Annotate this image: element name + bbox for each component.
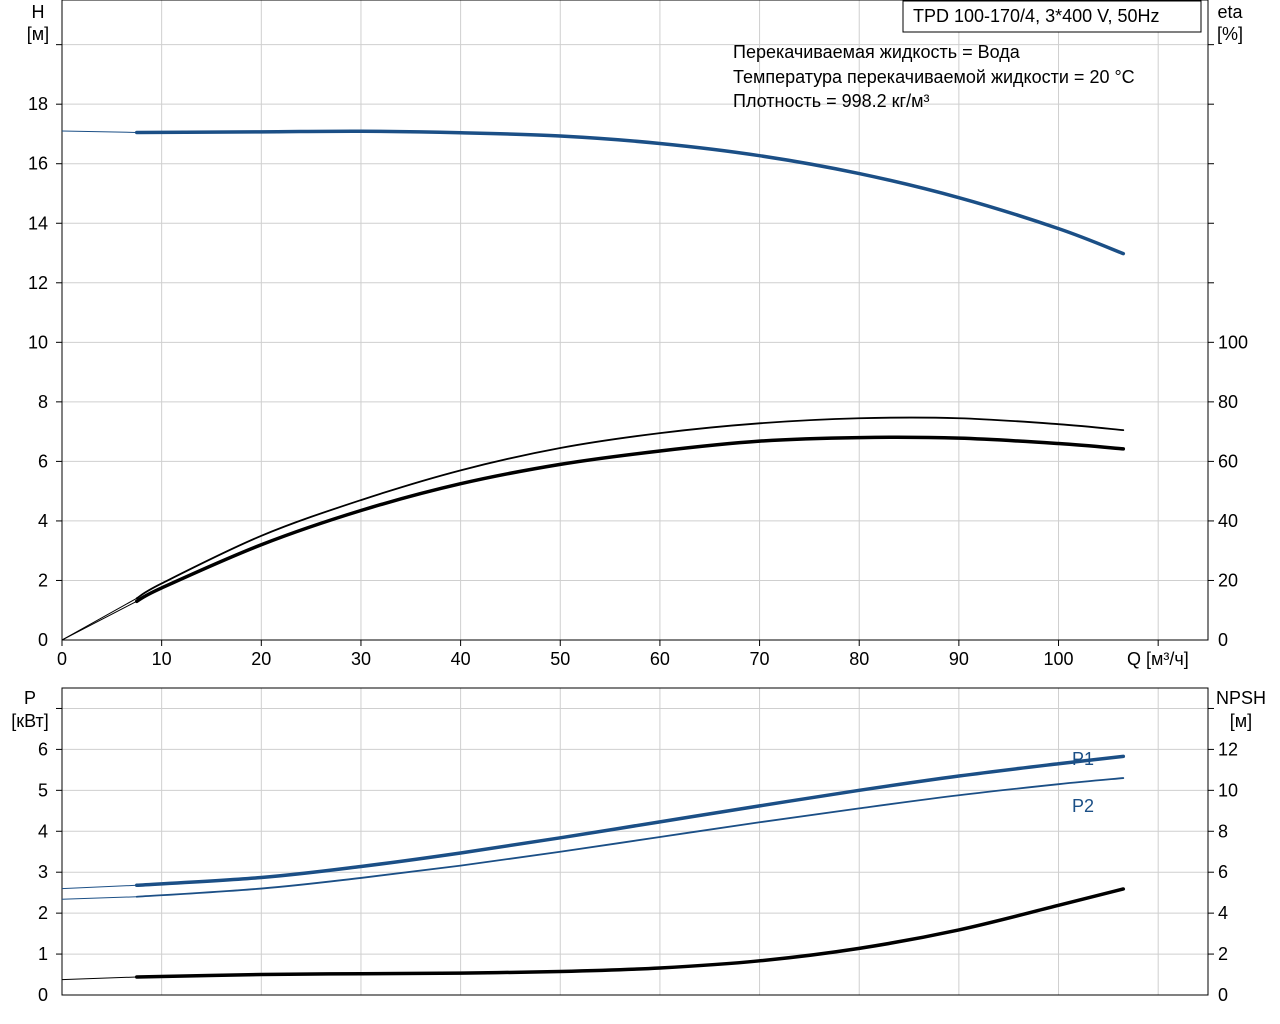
tick-label-left: 0: [38, 630, 48, 650]
series-label-p2: P2: [1072, 796, 1094, 816]
tick-label-right: 0: [1218, 630, 1228, 650]
tick-label-left: 4: [38, 511, 48, 531]
tick-label-right: 60: [1218, 451, 1238, 471]
npsh-axis-label-symbol: NPSH: [1216, 688, 1266, 708]
top-grid: [62, 0, 1208, 640]
series-line-1-2: [134, 887, 1126, 979]
npsh-axis-ticks: 0 2 4 6 8 10 12: [1208, 707, 1238, 1005]
series-line-1-0: [134, 754, 1126, 888]
p-axis-label-unit: [кВт]: [11, 711, 49, 731]
series-extension-line: [61, 976, 137, 981]
top-series: [61, 129, 1126, 641]
series-line-0-2: [134, 435, 1126, 604]
tick-label-right: 80: [1218, 392, 1238, 412]
tick-label-left: 2: [38, 570, 48, 590]
tick-label-left: 12: [28, 273, 48, 293]
tick-label-x: 90: [949, 649, 969, 669]
tick-label-x: 40: [451, 649, 471, 669]
tick-label-left: 6: [38, 739, 48, 759]
tick-label-right: 2: [1218, 944, 1228, 964]
tick-label-x: 30: [351, 649, 371, 669]
tick-label-right: 6: [1218, 862, 1228, 882]
title-box: [902, 0, 1202, 33]
tick-label-left: 0: [38, 985, 48, 1005]
tick-label-x: 80: [849, 649, 869, 669]
tick-label-left: 2: [38, 903, 48, 923]
tick-label-x: 0: [57, 649, 67, 669]
tick-label-right: 12: [1218, 739, 1238, 759]
series-extension-line: [61, 130, 137, 133]
tick-label-right: 8: [1218, 821, 1228, 841]
chart-title: TPD 100-170/4, 3*400 V, 50Hz: [913, 6, 1160, 26]
tick-label-x: 50: [550, 649, 570, 669]
tick-label-left: 10: [28, 332, 48, 352]
series-line-0-0: [134, 129, 1126, 256]
q-axis-label: Q [м³/ч]: [1127, 649, 1189, 669]
tick-label-right: 0: [1218, 985, 1228, 1005]
tick-label-left: 4: [38, 821, 48, 841]
tick-label-left: 3: [38, 862, 48, 882]
series-extension-line: [61, 884, 137, 890]
tick-label-x: 10: [152, 649, 172, 669]
tick-label-left: 1: [38, 944, 48, 964]
top-plot-frame: [61, 0, 1209, 641]
tick-label-x: 70: [750, 649, 770, 669]
bottom-series: [61, 754, 1126, 981]
q-axis-ticks: 0 10 20 30 40 50 60 70 80 90 100: [57, 640, 1159, 669]
tick-label-left: 8: [38, 392, 48, 412]
series-label-p1: P1: [1072, 749, 1094, 769]
eta-axis-label-unit: [%]: [1217, 24, 1243, 44]
eta-axis-ticks: 0 20 40 60 80 100: [1208, 44, 1248, 650]
tick-label-right: 10: [1218, 780, 1238, 800]
tick-label-left: 16: [28, 154, 48, 174]
tick-label-right: 4: [1218, 903, 1228, 923]
annotation-fluid: Перекачиваемая жидкость = Вода: [733, 42, 1021, 62]
annotation-temperature: Температура перекачиваемой жидкости = 20…: [733, 67, 1135, 87]
series-extension-line: [61, 896, 137, 900]
annotation-density: Плотность = 998.2 кг/м³: [733, 91, 929, 111]
tick-label-right: 20: [1218, 570, 1238, 590]
series-line-0-1: [135, 416, 1125, 600]
h-axis-label-unit: [м]: [27, 24, 49, 44]
tick-label-left: 14: [28, 213, 48, 233]
bottom-plot-frame: [61, 687, 1209, 996]
h-axis-ticks: 0 2 4 6 8 10 12 14 16 18: [28, 44, 62, 650]
series-extension-line: [61, 600, 137, 641]
bottom-grid: [62, 688, 1208, 995]
p-axis-label-symbol: P: [24, 688, 36, 708]
npsh-axis-label-unit: [м]: [1230, 711, 1252, 731]
eta-axis-label-symbol: eta: [1217, 2, 1243, 22]
series-line-1-1: [135, 777, 1125, 898]
tick-label-right: 40: [1218, 511, 1238, 531]
p-axis-ticks: 0 1 2 3 4 5 6: [38, 707, 62, 1005]
tick-label-left: 18: [28, 94, 48, 114]
tick-label-x: 100: [1043, 649, 1073, 669]
h-axis-label-symbol: H: [32, 2, 45, 22]
tick-label-left: 5: [38, 780, 48, 800]
tick-label-x: 20: [251, 649, 271, 669]
tick-label-left: 6: [38, 451, 48, 471]
tick-label-x: 60: [650, 649, 670, 669]
tick-label-right: 100: [1218, 332, 1248, 352]
